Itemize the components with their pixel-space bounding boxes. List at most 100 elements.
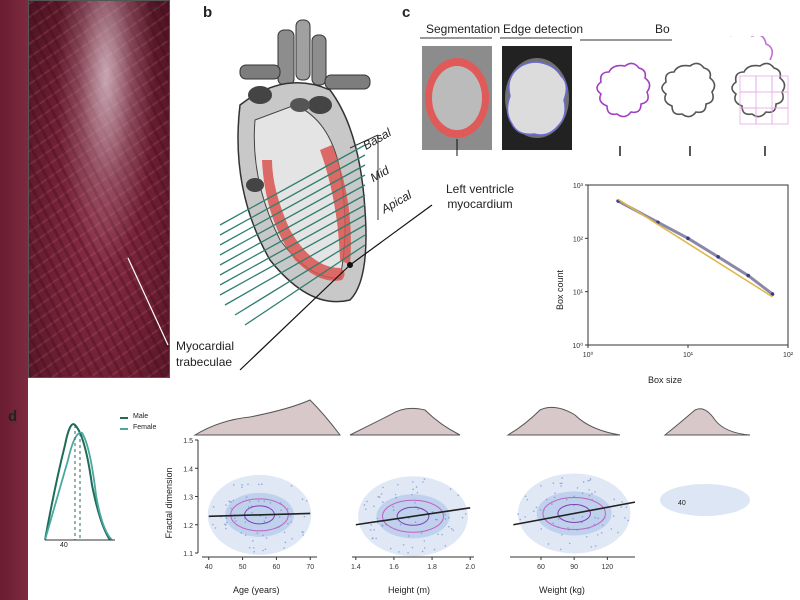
x-tick-label: 10¹ [683,352,694,359]
scatter-point [265,516,267,519]
edge-detection-title: Edge detection [503,22,584,36]
scatter-point [624,517,626,519]
x-tick-label: 2.0 [465,564,475,571]
scatter-point [444,518,447,520]
scatter-point [587,480,590,482]
scatter-point [589,478,592,480]
scatter-point [415,505,417,508]
scatter-point [283,547,285,549]
scatter-point [277,526,280,529]
scatter-point [248,546,251,549]
legend-female: Female [133,424,157,431]
scatter-point [212,523,214,526]
series-point [716,255,720,259]
scatter-point [249,500,251,503]
scatter-point [369,529,372,531]
scatter-point [552,482,555,485]
scatter-point [560,485,562,487]
scatter-point [613,498,616,501]
scatter-point [602,518,605,521]
scatter-point [621,501,623,503]
panel-c-letter: c [402,4,411,21]
scatter-point [588,494,591,497]
scatter-point [303,515,306,518]
fit-line [513,501,636,526]
scatter-point [214,527,217,529]
scatter-point [449,488,452,490]
scatter-point [411,493,413,496]
scatter-point [448,516,450,519]
scatter-point [278,516,281,518]
scatter-point [420,532,423,534]
scatter-point [252,540,254,542]
scatter-point [448,525,450,528]
scatter-point [431,511,434,513]
lv-myocardium-right [320,145,351,265]
scatter-point [573,504,576,507]
scatter-point [620,506,622,508]
heart-schematic [219,19,433,371]
scatter-point [258,483,260,486]
y-tick-label: 1.5 [183,438,193,445]
scatter-point [247,506,250,508]
scatter-point [587,527,590,530]
scatter-point [225,517,228,520]
scatter-point [414,521,417,524]
scatter-point [407,551,409,554]
series-point [770,292,775,296]
scatter-point [244,521,247,523]
scatter-point [412,488,414,491]
scatter-point [414,501,416,504]
scatter-point [389,547,392,550]
scatter-point [301,498,304,501]
scatter-point [457,494,459,497]
x-tick-label: 60 [537,564,545,571]
scatter-point [382,501,384,503]
panel-c-images [420,36,789,156]
scatter-point [573,495,575,498]
scatter-point [552,522,554,525]
scatter-point [245,496,248,498]
scatter-point [366,500,368,503]
height-xlabel: Height (m) [388,585,431,595]
fit-line [355,507,471,526]
scatter-point [535,506,538,509]
scatter-point [375,537,377,540]
scatter-point [232,484,235,486]
scatter-point [382,486,384,489]
scatter-point [557,526,559,528]
scatter-point [244,534,247,536]
y-tick-label: 10³ [573,183,584,190]
photo-edge-strip [0,0,28,600]
x-tick-label: 1.8 [427,564,437,571]
scatter-point [397,483,399,486]
scatter-point [370,524,373,526]
scatter-point [235,520,237,522]
level-bracket [349,134,379,149]
series-line-1 [617,198,773,298]
scatter-point [256,532,259,535]
scatter-point [561,533,563,536]
panel-d-letter: d [8,408,18,425]
scatter-point [252,547,255,549]
scatter-point [373,505,375,508]
scatter-point [398,551,400,553]
scatter-point [262,549,264,552]
scatter-point [280,509,282,512]
scatter-point [601,524,604,526]
scatter-point [444,544,447,547]
scatter-point [524,495,527,498]
x-tick-label: 10² [783,352,794,359]
scatter-point [302,531,304,534]
scatter-point [572,517,574,520]
scatter-point [423,478,426,480]
scatter-point [545,498,548,501]
x-tick-label: 1.6 [389,564,399,571]
scatter-point [591,492,593,495]
density-contour-outer [230,498,289,532]
fit-line [208,512,311,518]
density-contour-inner [557,503,591,523]
pulmonary-vessel [239,64,281,80]
scatter-point [378,496,381,498]
